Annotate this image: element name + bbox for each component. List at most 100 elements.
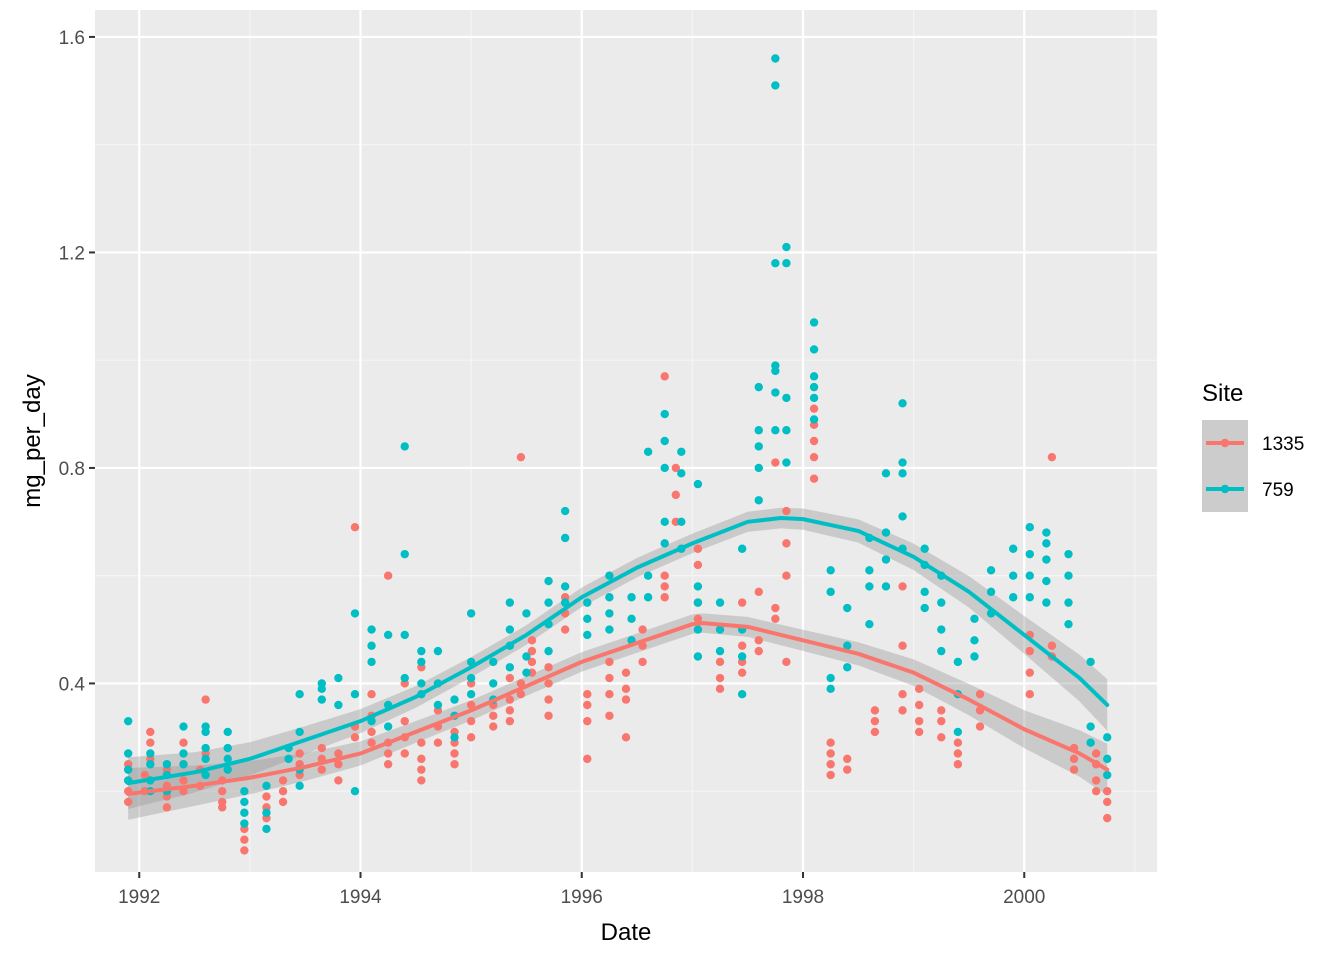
data-point xyxy=(583,690,592,699)
data-point xyxy=(240,808,249,817)
data-point xyxy=(937,625,946,634)
data-point xyxy=(737,598,747,607)
data-point xyxy=(660,372,669,381)
data-point xyxy=(1047,641,1057,650)
data-point xyxy=(417,646,426,656)
data-point xyxy=(1086,738,1095,747)
legend-key-point xyxy=(1220,484,1230,494)
data-point xyxy=(1025,593,1034,602)
data-point xyxy=(433,646,443,656)
data-point xyxy=(505,695,515,704)
legend: Site 1335 759 xyxy=(1202,380,1304,512)
data-point xyxy=(1025,523,1034,532)
data-point xyxy=(262,792,271,801)
data-point xyxy=(693,560,703,570)
data-point xyxy=(1103,813,1112,823)
data-point xyxy=(621,695,631,704)
data-point xyxy=(505,625,515,634)
confidence-ribbon xyxy=(128,613,1108,820)
data-point xyxy=(179,749,188,758)
data-point xyxy=(771,603,780,613)
data-point xyxy=(218,786,227,796)
data-point xyxy=(334,700,343,710)
data-point xyxy=(870,716,880,726)
data-point xyxy=(583,630,592,640)
data-point xyxy=(334,760,343,769)
data-point xyxy=(898,706,907,715)
data-point xyxy=(826,749,835,758)
data-point xyxy=(317,695,326,704)
data-point xyxy=(643,571,653,580)
data-point xyxy=(898,512,907,521)
data-point xyxy=(693,652,703,661)
data-point xyxy=(1069,754,1079,764)
data-point xyxy=(660,517,669,527)
data-point xyxy=(350,523,360,532)
data-point xyxy=(809,452,819,462)
data-point xyxy=(881,582,891,591)
data-point xyxy=(914,700,924,710)
data-point xyxy=(1091,749,1101,758)
data-point xyxy=(179,738,188,747)
data-point xyxy=(450,695,459,704)
data-point xyxy=(737,668,747,677)
data-point xyxy=(737,641,747,650)
data-point xyxy=(782,458,791,467)
data-point xyxy=(1008,593,1018,602)
data-point xyxy=(162,803,172,812)
data-point xyxy=(809,404,819,413)
data-point xyxy=(400,673,409,683)
data-point xyxy=(1042,598,1051,607)
data-point xyxy=(466,609,476,618)
data-point xyxy=(920,603,929,613)
data-point xyxy=(560,506,570,516)
data-point xyxy=(583,598,592,607)
data-point xyxy=(1042,528,1051,537)
data-point xyxy=(809,436,819,446)
data-point xyxy=(1091,776,1101,785)
data-point xyxy=(367,625,376,634)
data-point xyxy=(826,684,835,694)
data-point xyxy=(660,463,669,473)
data-point xyxy=(583,716,592,726)
data-point xyxy=(433,738,443,747)
data-point xyxy=(826,770,835,780)
y-axis: 0.4 0.8 1.2 1.6 xyxy=(59,28,95,695)
data-point xyxy=(1025,646,1034,656)
data-point xyxy=(162,760,172,769)
data-point xyxy=(605,690,614,699)
data-point xyxy=(914,684,924,694)
data-point xyxy=(400,749,409,758)
grid-minor xyxy=(95,10,1157,872)
data-point xyxy=(782,571,791,580)
data-point xyxy=(400,442,409,451)
data-point xyxy=(937,733,946,742)
data-point xyxy=(898,582,907,591)
data-point xyxy=(218,797,227,807)
data-point xyxy=(660,409,669,419)
data-point xyxy=(489,711,498,720)
data-point xyxy=(1008,571,1018,580)
data-point xyxy=(865,566,874,575)
data-point xyxy=(605,657,614,667)
data-point xyxy=(284,754,293,764)
data-point xyxy=(771,426,780,435)
data-point xyxy=(367,727,376,737)
data-point xyxy=(754,426,763,435)
data-point xyxy=(843,603,852,613)
data-point xyxy=(146,749,155,758)
data-point xyxy=(660,582,669,591)
data-point xyxy=(317,743,326,753)
legend-keys: 1335 759 xyxy=(1202,420,1304,512)
data-point xyxy=(605,673,614,683)
data-point xyxy=(544,646,553,656)
data-point xyxy=(627,593,636,602)
data-point xyxy=(240,797,249,807)
data-point xyxy=(953,657,963,667)
data-point xyxy=(1008,544,1018,553)
data-point xyxy=(505,663,515,672)
data-point xyxy=(544,576,553,586)
y-axis-title: mg_per_day xyxy=(19,374,46,507)
data-point xyxy=(201,743,210,753)
data-point xyxy=(295,781,304,790)
